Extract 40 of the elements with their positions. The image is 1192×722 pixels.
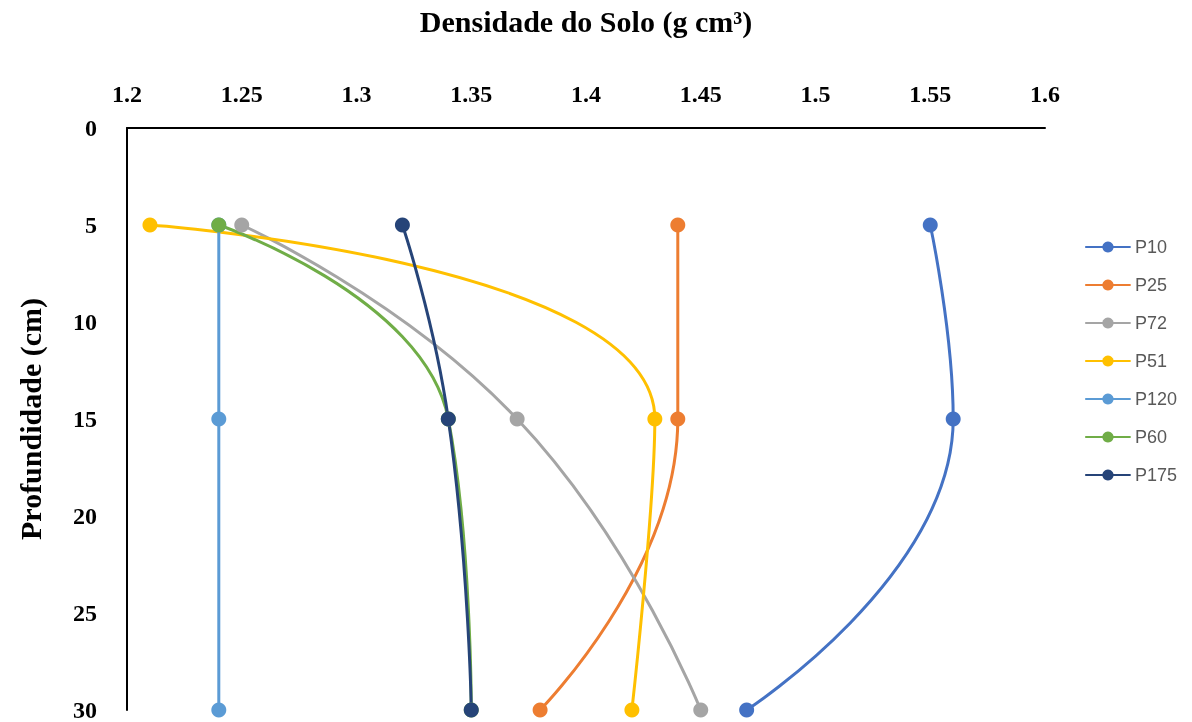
y-tick-label: 20 — [73, 503, 97, 529]
point — [670, 411, 686, 427]
point — [532, 702, 548, 718]
x-tick-label: 1.2 — [112, 81, 142, 107]
x-tick-label: 1.55 — [909, 81, 952, 107]
legend-label: P60 — [1134, 427, 1167, 447]
x-tick-label: 1.5 — [800, 81, 831, 107]
point — [211, 702, 227, 718]
point — [624, 702, 640, 718]
y-tick-label: 10 — [73, 309, 97, 335]
y-tick-label: 30 — [73, 697, 97, 722]
point — [211, 411, 227, 427]
point — [670, 217, 686, 233]
point — [693, 702, 709, 718]
x-tick-label: 1.25 — [220, 81, 263, 107]
y-tick-label: 25 — [73, 600, 97, 626]
point — [234, 217, 250, 233]
y-tick-label: 5 — [85, 212, 97, 238]
point — [394, 217, 410, 233]
legend-label: P10 — [1134, 237, 1167, 257]
point — [647, 411, 663, 427]
y-tick-label: 15 — [73, 406, 97, 432]
legend-label: P25 — [1134, 275, 1167, 295]
x-tick-label: 1.6 — [1030, 81, 1060, 107]
legend-label: P51 — [1134, 351, 1167, 371]
point — [142, 217, 158, 233]
point — [509, 411, 525, 427]
x-tick-label: 1.3 — [341, 81, 372, 107]
point — [922, 217, 938, 233]
x-tick-label: 1.4 — [571, 81, 601, 107]
point — [739, 702, 755, 718]
x-tick-label: 1.35 — [450, 81, 493, 107]
y-tick-label: 0 — [85, 115, 97, 141]
point — [945, 411, 961, 427]
legend-label: P175 — [1134, 465, 1178, 485]
legend-label: P120 — [1134, 389, 1178, 409]
x-axis-title: Densidade do Solo (g cm³) — [419, 4, 753, 39]
legend-label: P72 — [1134, 313, 1167, 333]
x-tick-label: 1.45 — [679, 81, 722, 107]
y-axis-title: Profundidade (cm) — [13, 298, 48, 540]
